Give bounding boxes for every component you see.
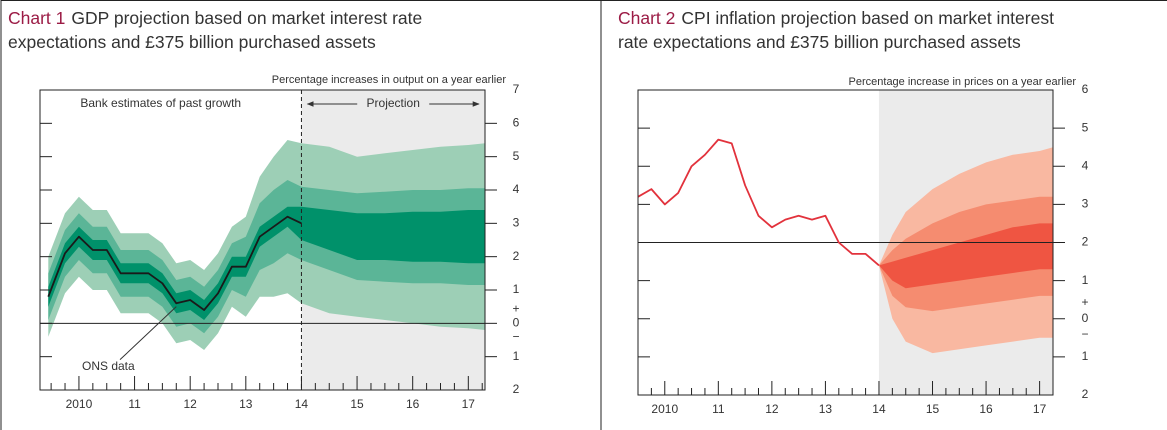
- y-tick-label: 7: [513, 82, 520, 96]
- x-tick-label: 2010: [651, 402, 678, 416]
- y-tick-label: 5: [513, 149, 520, 163]
- y-tick-label: 1: [1082, 273, 1089, 287]
- title-line: GDP projection based on market interest …: [71, 8, 422, 28]
- sign-minus: −: [1081, 327, 1088, 341]
- x-tick-label: 15: [926, 402, 940, 416]
- x-tick-label: 11: [712, 402, 725, 416]
- x-tick-label: 16: [979, 402, 993, 416]
- y-tick-label: 2: [513, 382, 520, 396]
- y-tick-label: 4: [513, 182, 520, 196]
- x-tick-label: 17: [1033, 402, 1047, 416]
- chart-title: Chart 2 CPI inflation projection based on…: [618, 8, 1054, 28]
- y-tick-label: 1: [513, 282, 520, 296]
- x-tick-label: 12: [184, 397, 198, 411]
- x-tick-label: 16: [406, 397, 420, 411]
- x-tick-label: 17: [462, 397, 476, 411]
- y-tick-label: 3: [1082, 197, 1089, 211]
- y-tick-label: 2: [513, 249, 520, 263]
- title-prefix: Chart 1: [8, 8, 65, 28]
- annotation: Bank estimates of past growth: [80, 96, 241, 110]
- y-tick-label: 6: [1082, 82, 1089, 96]
- annotation: ONS data: [82, 359, 135, 373]
- sign-plus: +: [1081, 295, 1088, 309]
- fan-band: [879, 223, 1053, 289]
- chart-panel: Chart 1 GDP projection based on market in…: [8, 8, 520, 411]
- sign-minus: −: [512, 330, 519, 344]
- y-tick-label: 1: [513, 349, 520, 363]
- y-tick-label: 0: [1082, 311, 1089, 325]
- y-axis-label: Percentage increase in prices on a year …: [849, 76, 1077, 88]
- annotation: Projection: [367, 96, 420, 110]
- data-line: [47, 215, 302, 311]
- y-tick-label: 1: [1082, 349, 1089, 363]
- chart-panel: Chart 2 CPI inflation projection based on…: [618, 8, 1089, 416]
- pointer: [119, 306, 177, 361]
- y-tick-label: 3: [513, 216, 520, 230]
- sign-plus: +: [512, 302, 519, 316]
- x-tick-label: 13: [239, 397, 253, 411]
- title-prefix: Chart 2: [618, 8, 675, 28]
- x-tick-label: 12: [765, 402, 779, 416]
- fan-band: [48, 206, 486, 320]
- x-tick-label: 11: [128, 397, 141, 411]
- title-line: CPI inflation projection based on market…: [681, 8, 1054, 28]
- chart-title-line: rate expectations and £375 billion purch…: [618, 32, 1021, 52]
- y-tick-label: 4: [1082, 158, 1089, 172]
- y-tick-label: 5: [1082, 120, 1089, 134]
- chart-title-line: expectations and £375 billion purchased …: [8, 32, 376, 52]
- x-tick-label: 13: [819, 402, 833, 416]
- chart-title: Chart 1 GDP projection based on market in…: [8, 8, 422, 28]
- x-tick-label: 2010: [66, 397, 93, 411]
- x-tick-label: 15: [350, 397, 364, 411]
- x-tick-label: 14: [295, 397, 309, 411]
- y-tick-label: 6: [513, 116, 520, 130]
- plot-frame: [39, 89, 486, 391]
- y-tick-label: 0: [513, 316, 520, 330]
- y-axis-label: Percentage increases in output on a year…: [272, 74, 507, 86]
- y-tick-label: 2: [1082, 235, 1089, 249]
- y-tick-label: 2: [1082, 387, 1089, 401]
- data-line: [637, 138, 880, 267]
- x-tick-label: 14: [872, 402, 886, 416]
